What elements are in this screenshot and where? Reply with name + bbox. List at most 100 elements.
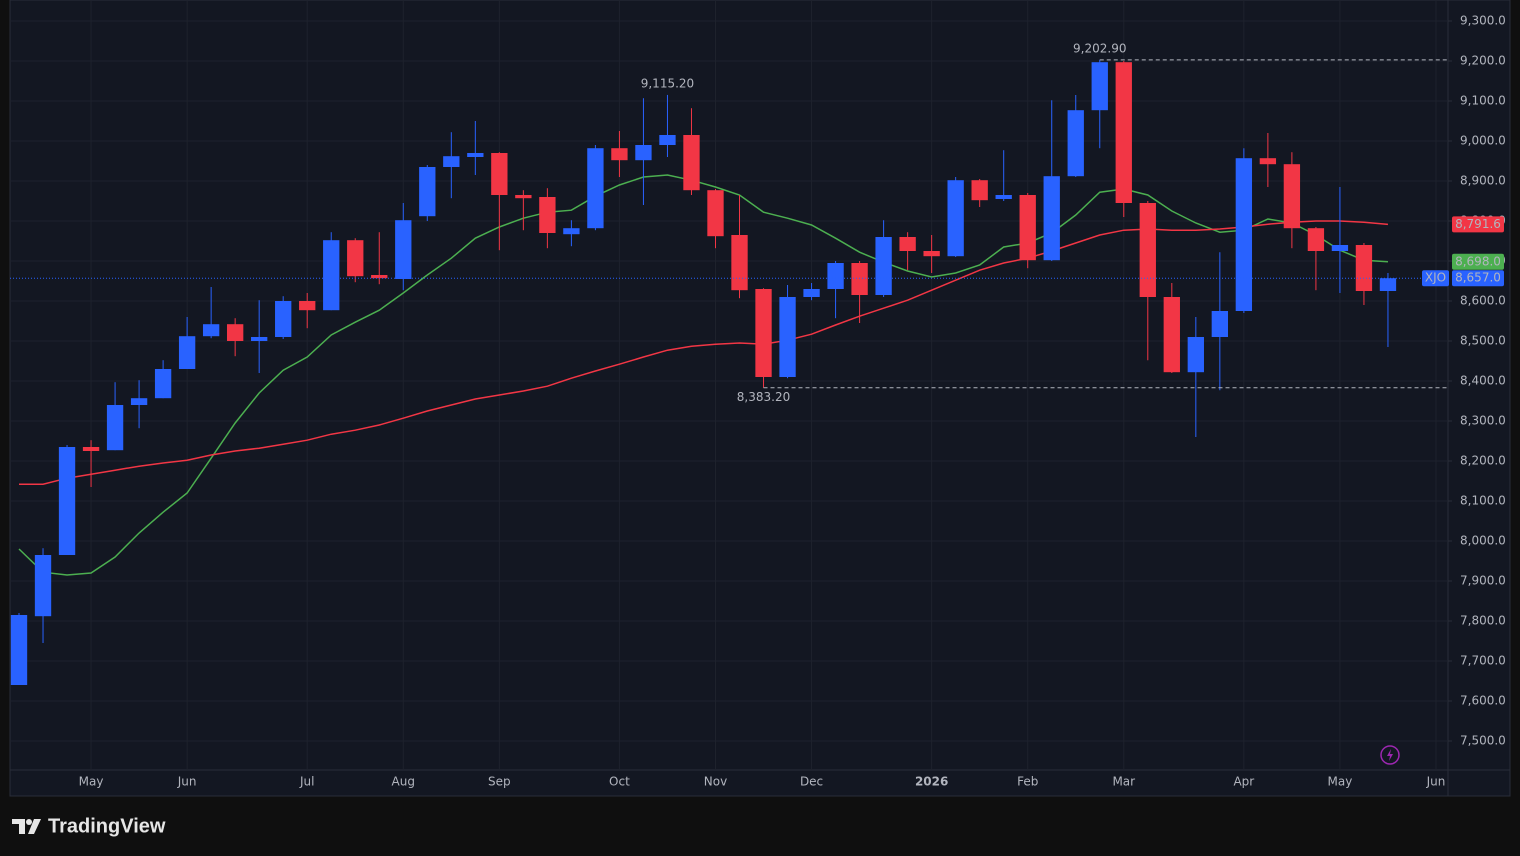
candle-body <box>275 301 292 337</box>
y-tick-label: 7,800.0 <box>1460 614 1506 628</box>
price-tag-label: 8,657.0 <box>1455 271 1501 285</box>
candle-body <box>1283 164 1301 229</box>
y-tick-label: 8,300.0 <box>1460 414 1506 428</box>
x-tick-label: Nov <box>704 775 727 789</box>
y-tick-label: 7,700.0 <box>1460 654 1506 668</box>
candle-body <box>923 251 940 257</box>
symbol-tag <box>1422 270 1449 287</box>
candle-body <box>1115 62 1132 204</box>
x-tick-label: Jul <box>299 775 314 789</box>
candle-body <box>707 190 724 237</box>
x-tick-label: May <box>1328 775 1353 789</box>
extreme-label: 8,383.20 <box>737 390 790 404</box>
candle-body <box>34 555 52 617</box>
price-tag-label: 8,791.6 <box>1455 217 1501 231</box>
candle-body <box>659 135 676 145</box>
candle-body <box>1355 245 1373 291</box>
x-tick-label: Jun <box>1426 775 1446 789</box>
chart-frame <box>9 0 1511 797</box>
brand: TradingView <box>48 815 166 837</box>
candle-body <box>539 197 556 233</box>
candle-body <box>515 195 532 199</box>
y-tick-label: 8,000.0 <box>1460 534 1506 548</box>
candle-body <box>154 369 172 399</box>
candle-body <box>755 289 772 377</box>
price-tag <box>1452 253 1504 270</box>
candle-body <box>395 220 412 279</box>
y-tick-label: 9,200.0 <box>1460 54 1506 68</box>
candle-body <box>851 263 868 295</box>
y-tick-label: 7,600.0 <box>1460 694 1506 708</box>
candle-body <box>947 180 964 257</box>
tv-logo <box>12 819 41 834</box>
y-tick-label: 9,000.0 <box>1460 134 1506 148</box>
y-tick-label: 8,400.0 <box>1460 374 1506 388</box>
price-tag <box>1452 270 1504 287</box>
moving-average-line <box>18 174 1389 576</box>
candle-body <box>419 167 436 217</box>
candle-body <box>82 447 100 451</box>
candle-body <box>611 148 628 161</box>
candle-body <box>491 153 508 195</box>
candle-body <box>1259 158 1277 165</box>
candle-body <box>251 337 268 341</box>
candle-body <box>323 240 340 311</box>
price-tag <box>1452 216 1504 233</box>
x-tick-label: Aug <box>392 775 415 789</box>
candle-body <box>803 289 820 297</box>
y-tick-label: 9,300.0 <box>1460 14 1506 28</box>
y-tick-label: 7,900.0 <box>1460 574 1506 588</box>
y-tick-label: 8,600.0 <box>1460 294 1506 308</box>
candle-body <box>130 398 148 405</box>
x-tick-label: Apr <box>1233 775 1254 789</box>
x-tick-label: Oct <box>609 775 630 789</box>
candle-body <box>1091 62 1108 111</box>
candle-body <box>58 447 76 555</box>
candle-body <box>178 336 196 369</box>
candle-body <box>226 324 244 341</box>
candle-body <box>875 237 892 295</box>
candle-body <box>347 240 364 277</box>
candle-body <box>1211 311 1229 337</box>
moving-average-line <box>19 220 1389 485</box>
candle-body <box>1043 176 1060 261</box>
candle-body <box>971 180 988 201</box>
candle-body <box>1139 203 1156 297</box>
candle-body <box>731 235 748 291</box>
candle-body <box>1019 195 1036 261</box>
candle-body <box>371 275 388 279</box>
x-tick-label: Jun <box>177 775 197 789</box>
x-tick-label: Dec <box>800 775 823 789</box>
price-tag-label: 8,698.0 <box>1455 254 1501 268</box>
y-tick-label: 8,500.0 <box>1460 334 1506 348</box>
candle-body <box>1163 297 1180 373</box>
plot-area <box>10 0 1448 770</box>
x-tick-label: 2026 <box>915 775 948 789</box>
candle-body <box>1067 110 1084 177</box>
candle-body <box>202 324 220 337</box>
candle-body <box>10 615 28 685</box>
candle-body <box>1307 228 1325 251</box>
candle-body <box>443 156 460 167</box>
candle-body <box>467 153 484 157</box>
candle-body <box>587 148 604 229</box>
lightning-icon <box>1380 745 1400 765</box>
x-tick-label: Mar <box>1112 775 1135 789</box>
candle-body <box>106 405 124 451</box>
candle-body <box>995 195 1012 199</box>
candle-body <box>1235 158 1253 311</box>
extreme-label: 9,202.90 <box>1073 41 1126 55</box>
symbol-label: XJO <box>1425 271 1446 285</box>
candle-body <box>635 145 652 161</box>
y-tick-label: 8,200.0 <box>1460 454 1506 468</box>
candle-body <box>1379 278 1397 291</box>
y-tick-label: 9,100.0 <box>1460 94 1506 108</box>
candle-body <box>563 228 580 235</box>
candle-body <box>779 297 796 377</box>
y-tick-label: 8,100.0 <box>1460 494 1506 508</box>
x-tick-label: Sep <box>488 775 511 789</box>
y-tick-label: 7,500.0 <box>1460 734 1506 748</box>
candle-body <box>1187 337 1204 373</box>
